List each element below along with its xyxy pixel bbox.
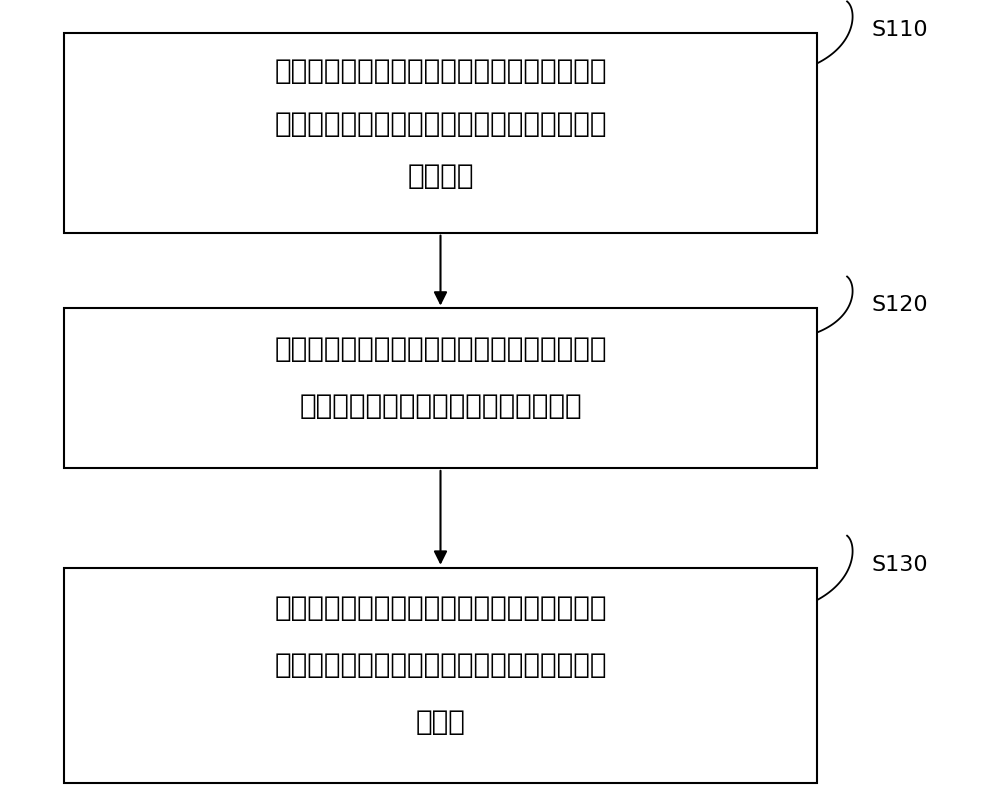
Text: S110: S110 xyxy=(872,20,929,41)
Bar xyxy=(64,309,817,469)
Bar xyxy=(64,568,817,783)
Text: 高速机械开关的瞬态线圈电流和斥力金属盘的: 高速机械开关的瞬态线圈电流和斥力金属盘的 xyxy=(274,109,607,137)
Text: 对高速机械开关进行电磁场仿真分析，以确定: 对高速机械开关进行电磁场仿真分析，以确定 xyxy=(274,57,607,85)
Text: S120: S120 xyxy=(872,295,929,315)
Text: 移曲线: 移曲线 xyxy=(416,706,465,735)
Text: 动场耦合仿真分析，以获得高速机械开关的位: 动场耦合仿真分析，以获得高速机械开关的位 xyxy=(274,650,607,678)
Text: 合场仿真分析，以获得线圈的温升曲线: 合场仿真分析，以获得线圈的温升曲线 xyxy=(299,392,582,420)
Text: S130: S130 xyxy=(872,554,929,574)
Text: 根据瞬态线圈电流对高速机械开关进行热电耦: 根据瞬态线圈电流对高速机械开关进行热电耦 xyxy=(274,335,607,363)
Text: 电磁斥力: 电磁斥力 xyxy=(407,161,474,190)
Bar xyxy=(64,34,817,234)
Text: 根据电磁斥力对高速机械开关进行分闸反弹运: 根据电磁斥力对高速机械开关进行分闸反弹运 xyxy=(274,594,607,621)
